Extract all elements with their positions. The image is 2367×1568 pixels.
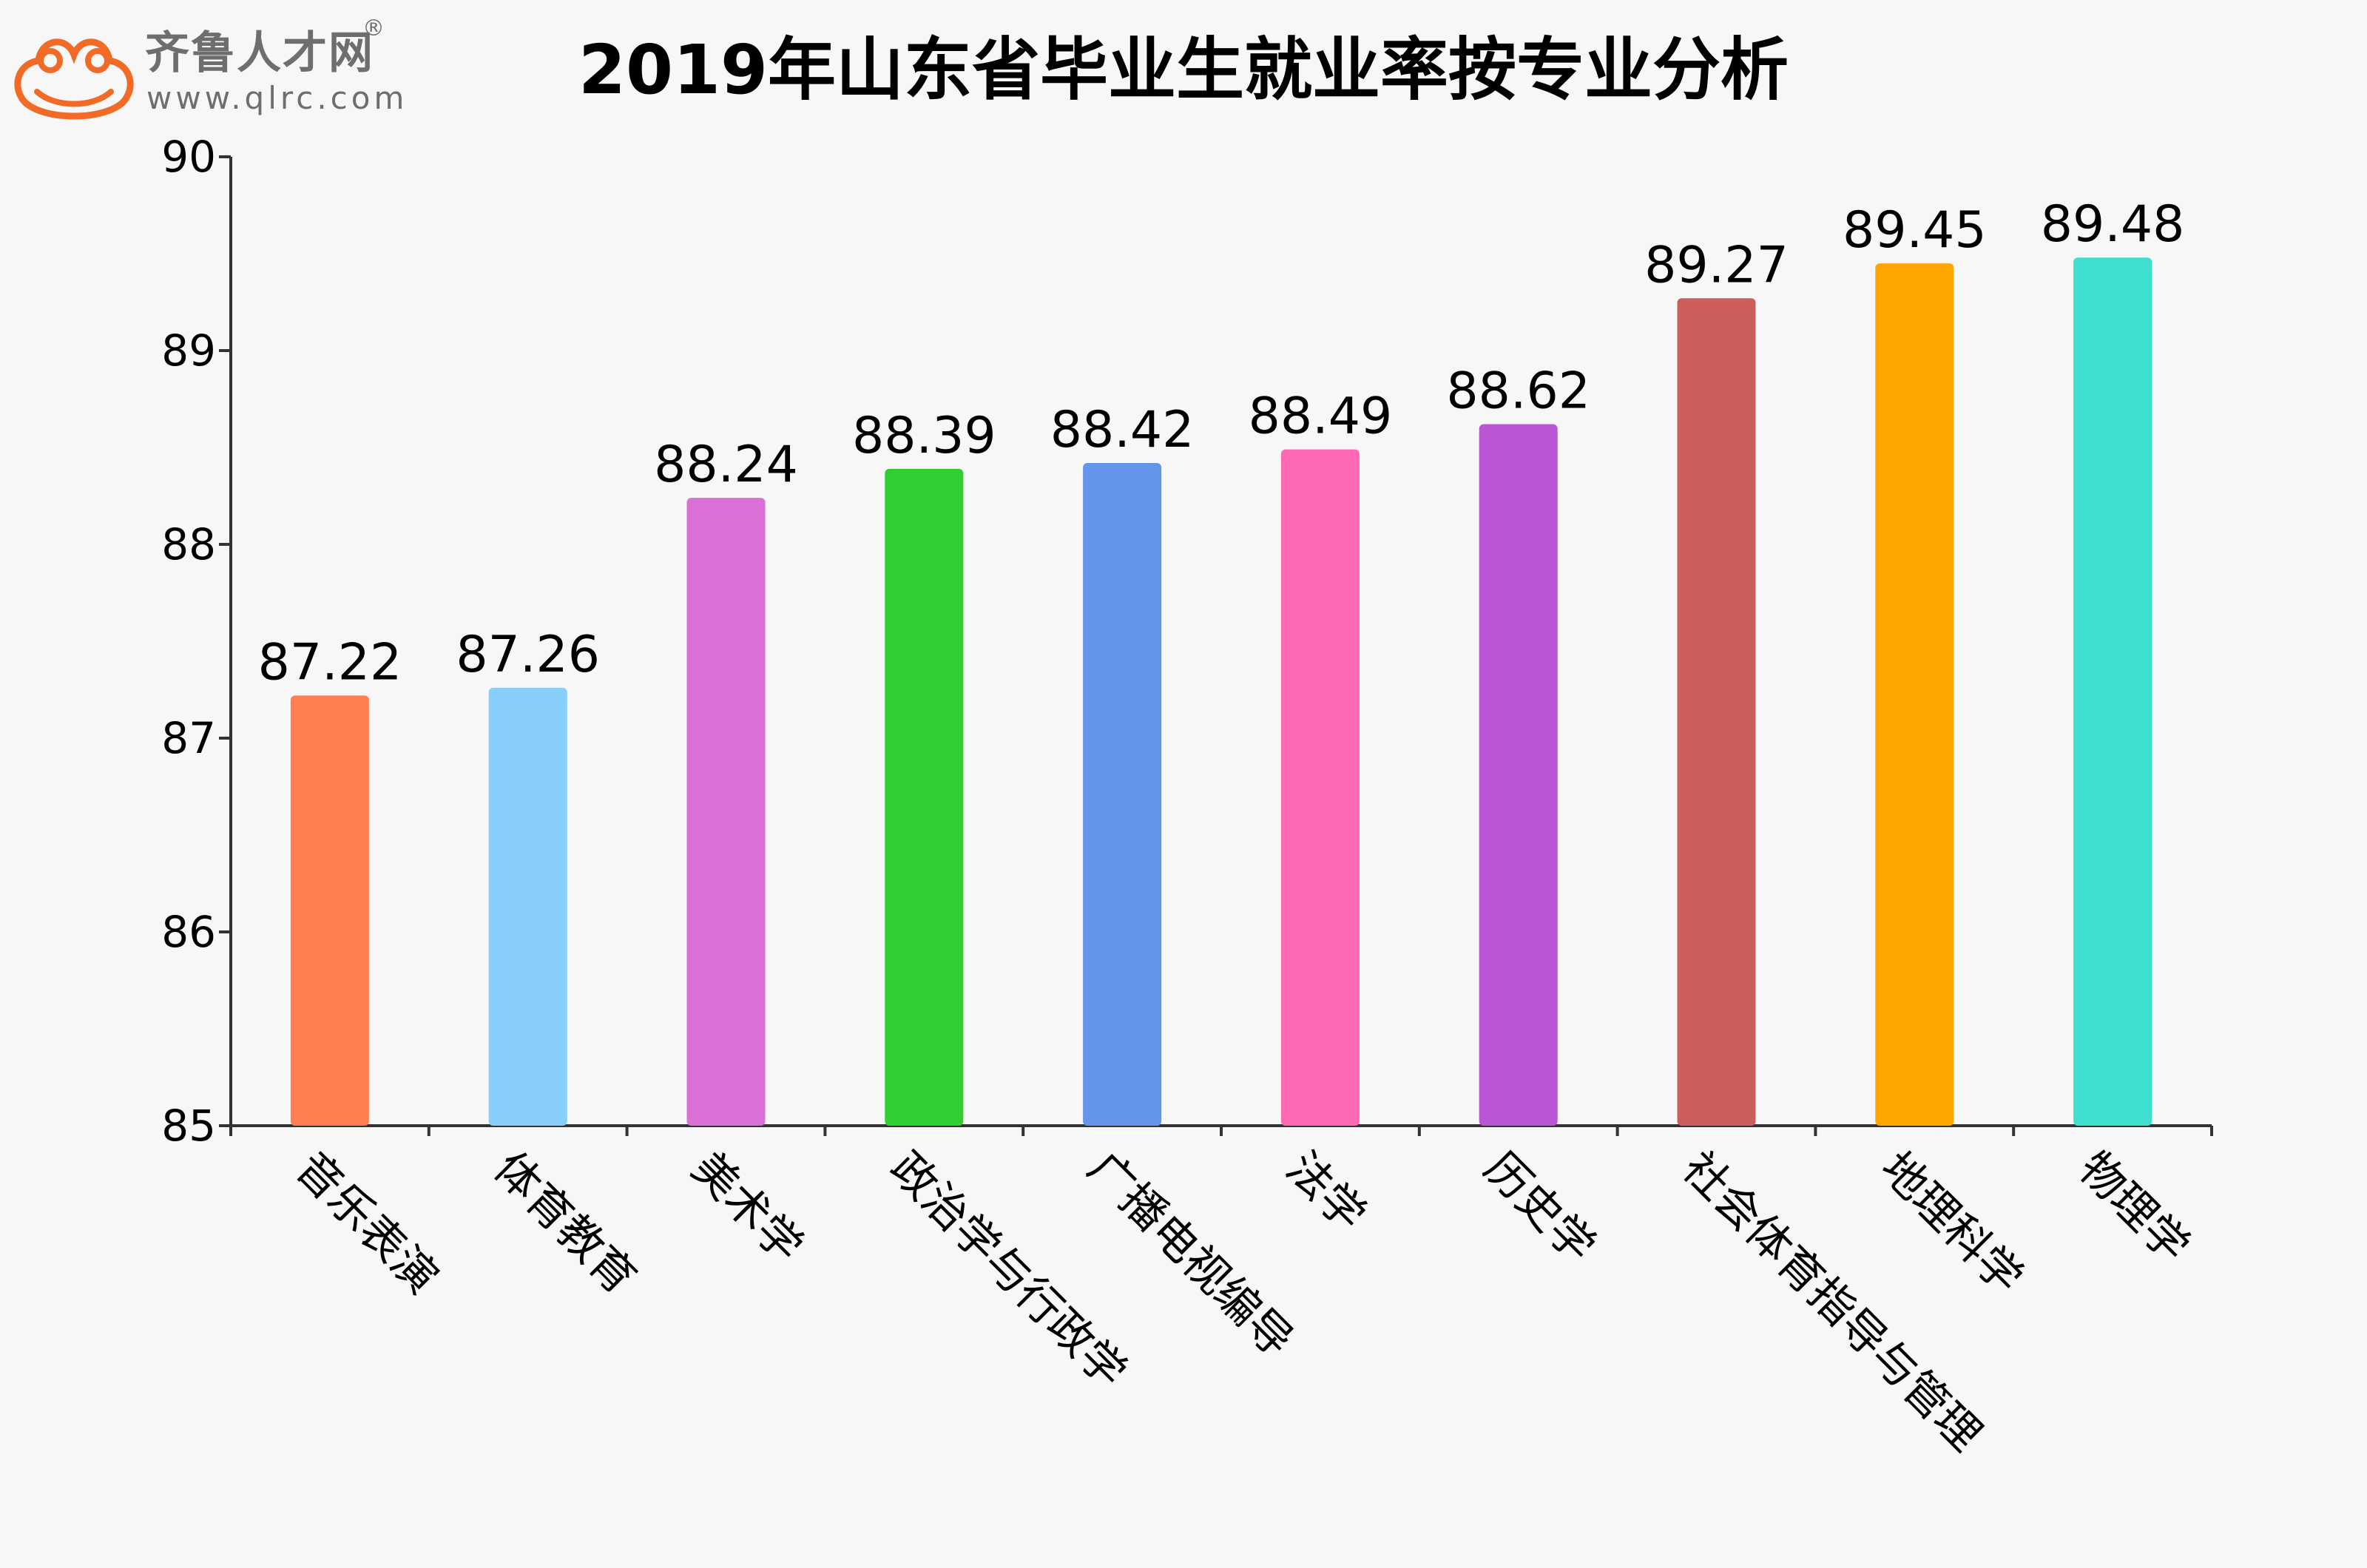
- data-label: 89.48: [2041, 195, 2185, 254]
- y-tick-label: 86: [161, 907, 216, 957]
- bar: [885, 468, 964, 1126]
- category-label: 美术学: [682, 1142, 813, 1273]
- chart-title: 2019年山东省毕业生就业率按专业分析: [578, 30, 1789, 109]
- data-label: 88.42: [1050, 401, 1195, 459]
- bar: [1875, 263, 1954, 1126]
- bar: [1083, 462, 1162, 1126]
- logo: 齐鲁人才网 ® www.qlrc.com: [12, 18, 456, 124]
- category-label: 物理学: [2068, 1142, 2199, 1273]
- y-tick-label: 88: [161, 519, 216, 570]
- logo-registered-mark: ®: [362, 16, 385, 41]
- bar: [1479, 424, 1558, 1126]
- y-tick-label: 87: [161, 713, 216, 763]
- y-tick-label: 90: [161, 132, 216, 182]
- category-label: 法学: [1276, 1142, 1375, 1241]
- data-label: 88.49: [1249, 388, 1393, 446]
- category-label: 体育教育: [484, 1142, 646, 1304]
- category-label: 地理科学: [1871, 1142, 2033, 1304]
- bar: [290, 695, 369, 1126]
- data-label: 89.45: [1843, 201, 1987, 260]
- bar: [488, 687, 567, 1126]
- category-label: 历史学: [1474, 1142, 1605, 1273]
- frog-icon: [14, 38, 134, 120]
- bar: [2073, 257, 2152, 1126]
- data-label: 87.22: [258, 633, 402, 692]
- category-label: 音乐表演: [286, 1142, 448, 1304]
- data-label: 87.26: [456, 626, 600, 684]
- bar: [1280, 449, 1360, 1126]
- data-label: 88.39: [852, 407, 996, 465]
- logo-url: www.qlrc.com: [146, 80, 408, 116]
- data-label: 88.62: [1446, 362, 1590, 421]
- category-label: 广播电视编导: [1078, 1142, 1303, 1367]
- y-tick-label: 85: [161, 1101, 216, 1151]
- data-label: 89.27: [1644, 236, 1789, 294]
- data-label: 88.24: [654, 436, 798, 494]
- logo-brand-text: 齐鲁人才网: [145, 27, 374, 79]
- y-tick-label: 89: [161, 325, 216, 376]
- bar: [686, 498, 766, 1126]
- bar: [1677, 298, 1756, 1126]
